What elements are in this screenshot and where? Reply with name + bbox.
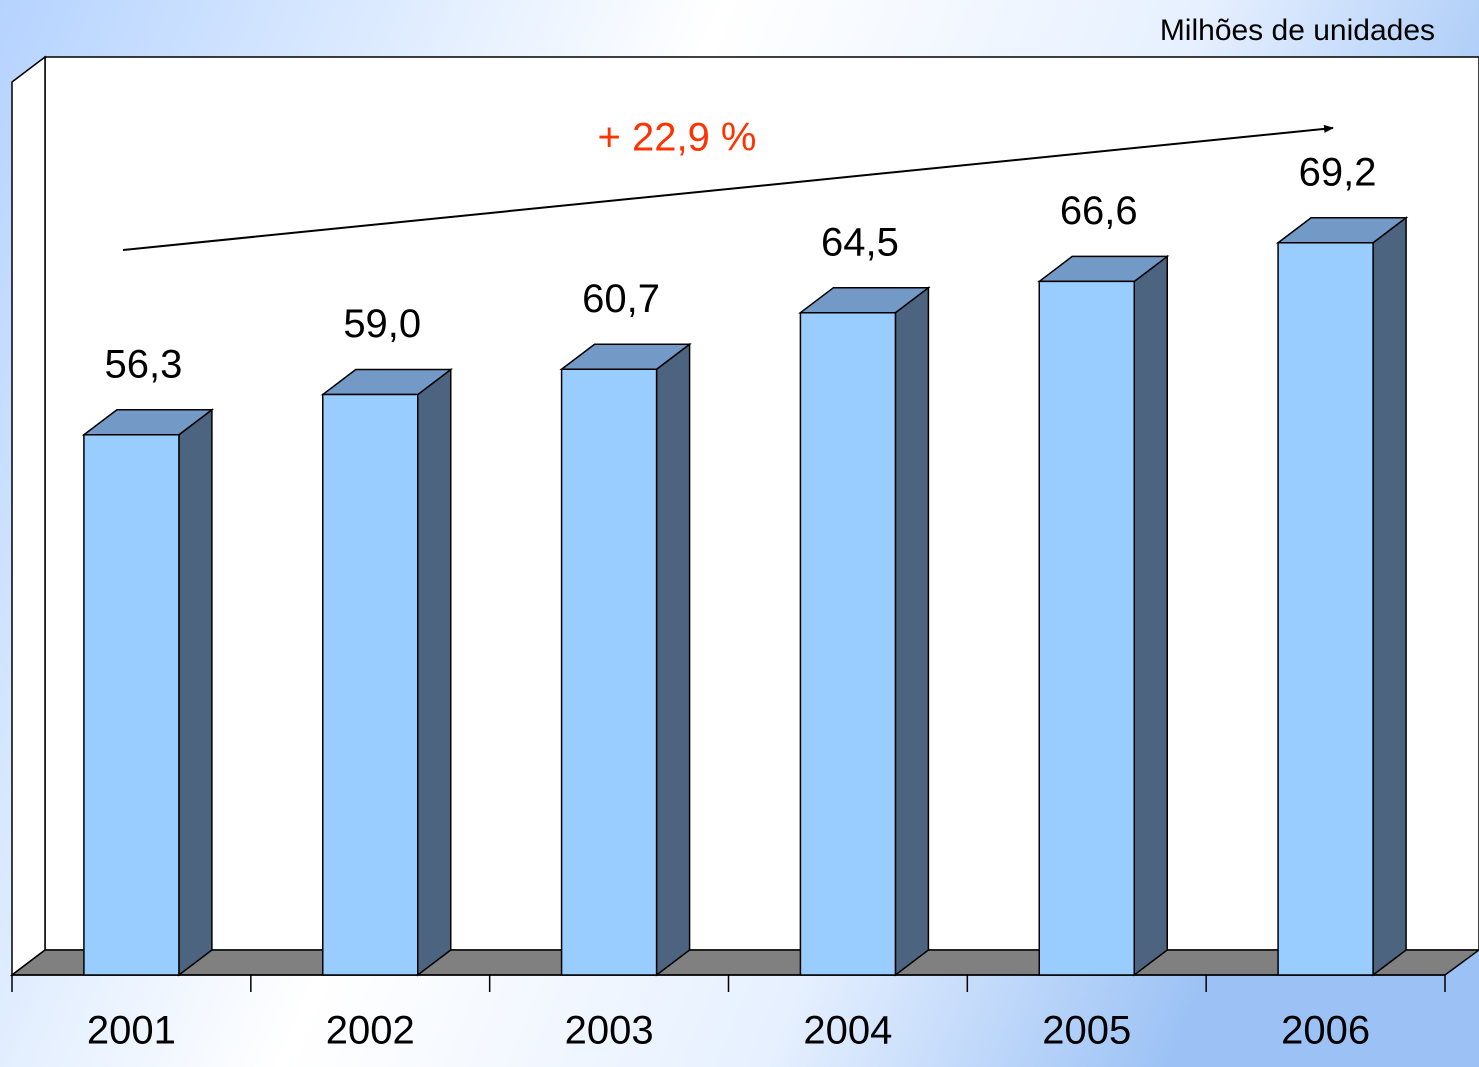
x-tick-label: 2006 bbox=[1281, 1009, 1370, 1053]
bar-front bbox=[1277, 241, 1374, 976]
unit-label: Milhões de unidades bbox=[1160, 14, 1435, 47]
side-wall bbox=[11, 55, 46, 977]
bar-front bbox=[322, 393, 419, 976]
bar-front bbox=[1038, 280, 1135, 976]
bar bbox=[1037, 254, 1170, 977]
value-label: 64,5 bbox=[821, 220, 899, 264]
x-tick-label: 2005 bbox=[1042, 1009, 1131, 1053]
bar-side bbox=[894, 286, 930, 977]
value-label: 60,7 bbox=[582, 277, 660, 321]
back-wall bbox=[44, 56, 1479, 951]
bar bbox=[1275, 216, 1409, 977]
bar-side bbox=[417, 368, 452, 977]
bar-side bbox=[1133, 254, 1168, 977]
x-tick-label: 2001 bbox=[87, 1009, 176, 1053]
x-tick-label: 2004 bbox=[803, 1009, 892, 1053]
bar bbox=[798, 286, 931, 977]
x-tick-label: 2003 bbox=[565, 1009, 654, 1053]
bar-front bbox=[83, 433, 180, 976]
value-label: 56,3 bbox=[104, 342, 182, 386]
value-label: 66,6 bbox=[1060, 189, 1138, 233]
bar-front bbox=[560, 368, 658, 976]
value-label: 59,0 bbox=[343, 302, 421, 346]
growth-annotation: + 22,9 % bbox=[597, 116, 756, 160]
bar bbox=[320, 368, 453, 977]
value-label: 69,2 bbox=[1299, 150, 1377, 194]
bar-side bbox=[1372, 216, 1407, 977]
bar-side bbox=[655, 342, 691, 977]
bar bbox=[81, 408, 215, 977]
x-tick-label: 2002 bbox=[326, 1009, 415, 1053]
bar-side bbox=[178, 408, 213, 977]
floor bbox=[9, 949, 1479, 976]
trend-arrow bbox=[122, 124, 1334, 251]
bar-front bbox=[799, 311, 897, 976]
bar bbox=[559, 342, 692, 977]
